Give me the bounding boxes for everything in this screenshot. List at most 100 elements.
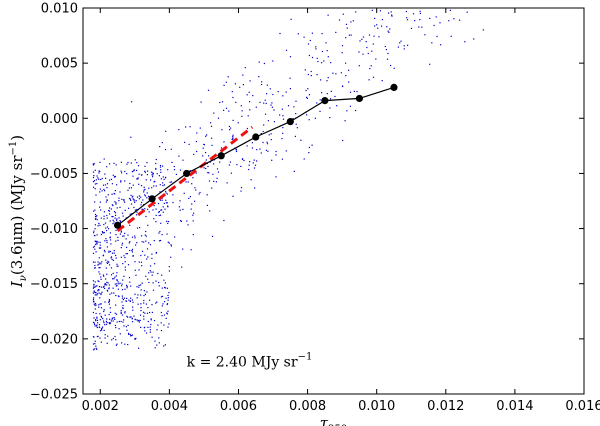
scatter-point <box>149 329 151 331</box>
scatter-point <box>172 201 174 204</box>
scatter-point <box>94 343 96 345</box>
scatter-point <box>116 279 118 281</box>
scatter-point <box>94 281 96 283</box>
scatter-point <box>129 281 131 283</box>
scatter-point <box>114 335 116 338</box>
scatter-point <box>144 330 146 332</box>
scatter-point <box>327 56 329 58</box>
scatter-point <box>349 91 352 93</box>
scatter-point <box>162 176 164 178</box>
scatter-point <box>114 190 116 192</box>
scatter-point <box>232 134 234 136</box>
scatter-point <box>194 187 196 189</box>
scatter-point <box>142 199 144 201</box>
scatter-point <box>133 169 135 171</box>
scatter-point <box>106 240 108 242</box>
scatter-point <box>108 209 110 212</box>
scatter-point <box>103 232 105 234</box>
scatter-point <box>229 161 231 163</box>
scatter-point <box>150 271 152 273</box>
scatter-point <box>96 294 98 296</box>
scatter-point <box>419 10 421 12</box>
scatter-point <box>264 99 266 101</box>
scatter-point <box>159 231 161 233</box>
scatter-point <box>109 250 112 253</box>
scatter-point <box>184 141 186 143</box>
scatter-point <box>119 191 121 193</box>
scatter-point <box>172 194 174 196</box>
scatter-point <box>107 260 109 262</box>
scatter-point <box>95 319 97 321</box>
scatter-point <box>138 319 140 322</box>
scatter-point <box>94 323 96 326</box>
scatter-point <box>272 93 274 96</box>
scatter-point <box>164 301 166 303</box>
scatter-point <box>270 139 272 141</box>
scatter-point <box>100 307 103 309</box>
scatter-point <box>96 319 99 321</box>
scatter-point <box>275 154 277 156</box>
scatter-point <box>410 27 413 29</box>
scatter-point <box>122 299 124 301</box>
scatter-point <box>188 143 190 145</box>
scatter-point <box>249 101 251 103</box>
scatter-point <box>136 286 138 288</box>
scatter-point <box>109 236 111 238</box>
scatter-point <box>108 299 110 301</box>
scatter-point <box>323 60 325 62</box>
scatter-point <box>195 172 197 174</box>
scatter-point <box>114 324 116 327</box>
scatter-point <box>123 325 125 327</box>
scatter-point <box>110 274 113 276</box>
scatter-point <box>140 326 142 328</box>
scatter-point <box>166 312 168 314</box>
scatter-point <box>105 323 108 325</box>
scatter-point <box>273 121 275 123</box>
scatter-point <box>121 297 124 299</box>
scatter-point <box>111 252 114 254</box>
scatter-point <box>161 209 163 211</box>
scatter-point <box>193 153 195 155</box>
scatter-point <box>148 211 150 213</box>
scatter-point <box>132 170 134 172</box>
scatter-point <box>109 322 112 324</box>
x-tick-label: 0.008 <box>289 399 326 414</box>
scatter-point <box>189 126 191 128</box>
scatter-point <box>117 236 119 238</box>
scatter-point <box>389 28 391 30</box>
scatter-point <box>104 287 106 289</box>
scatter-point <box>119 221 122 223</box>
scatter-point <box>96 324 98 326</box>
scatter-point <box>353 90 355 92</box>
scatter-point <box>256 149 258 151</box>
scatter-point <box>99 170 101 172</box>
scatter-point <box>127 316 129 318</box>
scatter-point <box>297 33 299 35</box>
scatter-point <box>94 303 97 305</box>
scatter-point <box>186 220 188 222</box>
scatter-point <box>122 304 124 307</box>
scatter-point <box>308 119 310 121</box>
scatter-point <box>146 162 148 164</box>
scatter-point <box>263 124 265 126</box>
scatter-point <box>164 344 166 346</box>
scatter-point <box>187 224 189 226</box>
scatter-point <box>123 297 126 299</box>
scatter-point <box>99 267 101 269</box>
scatter-point <box>102 326 104 328</box>
scatter-point <box>106 289 108 291</box>
scatter-point <box>266 93 268 95</box>
scatter-point <box>146 312 149 314</box>
scatter-point <box>327 14 329 16</box>
scatter-point <box>93 301 95 303</box>
scatter-point <box>114 276 116 278</box>
scatter-point <box>194 200 196 202</box>
plot-frame <box>82 7 585 395</box>
scatter-point <box>140 289 142 291</box>
scatter-point <box>144 171 146 173</box>
scatter-point <box>109 232 111 234</box>
scatter-point <box>98 170 100 172</box>
scatter-point <box>109 311 112 313</box>
scatter-point <box>127 234 129 236</box>
scatter-point <box>335 73 337 75</box>
